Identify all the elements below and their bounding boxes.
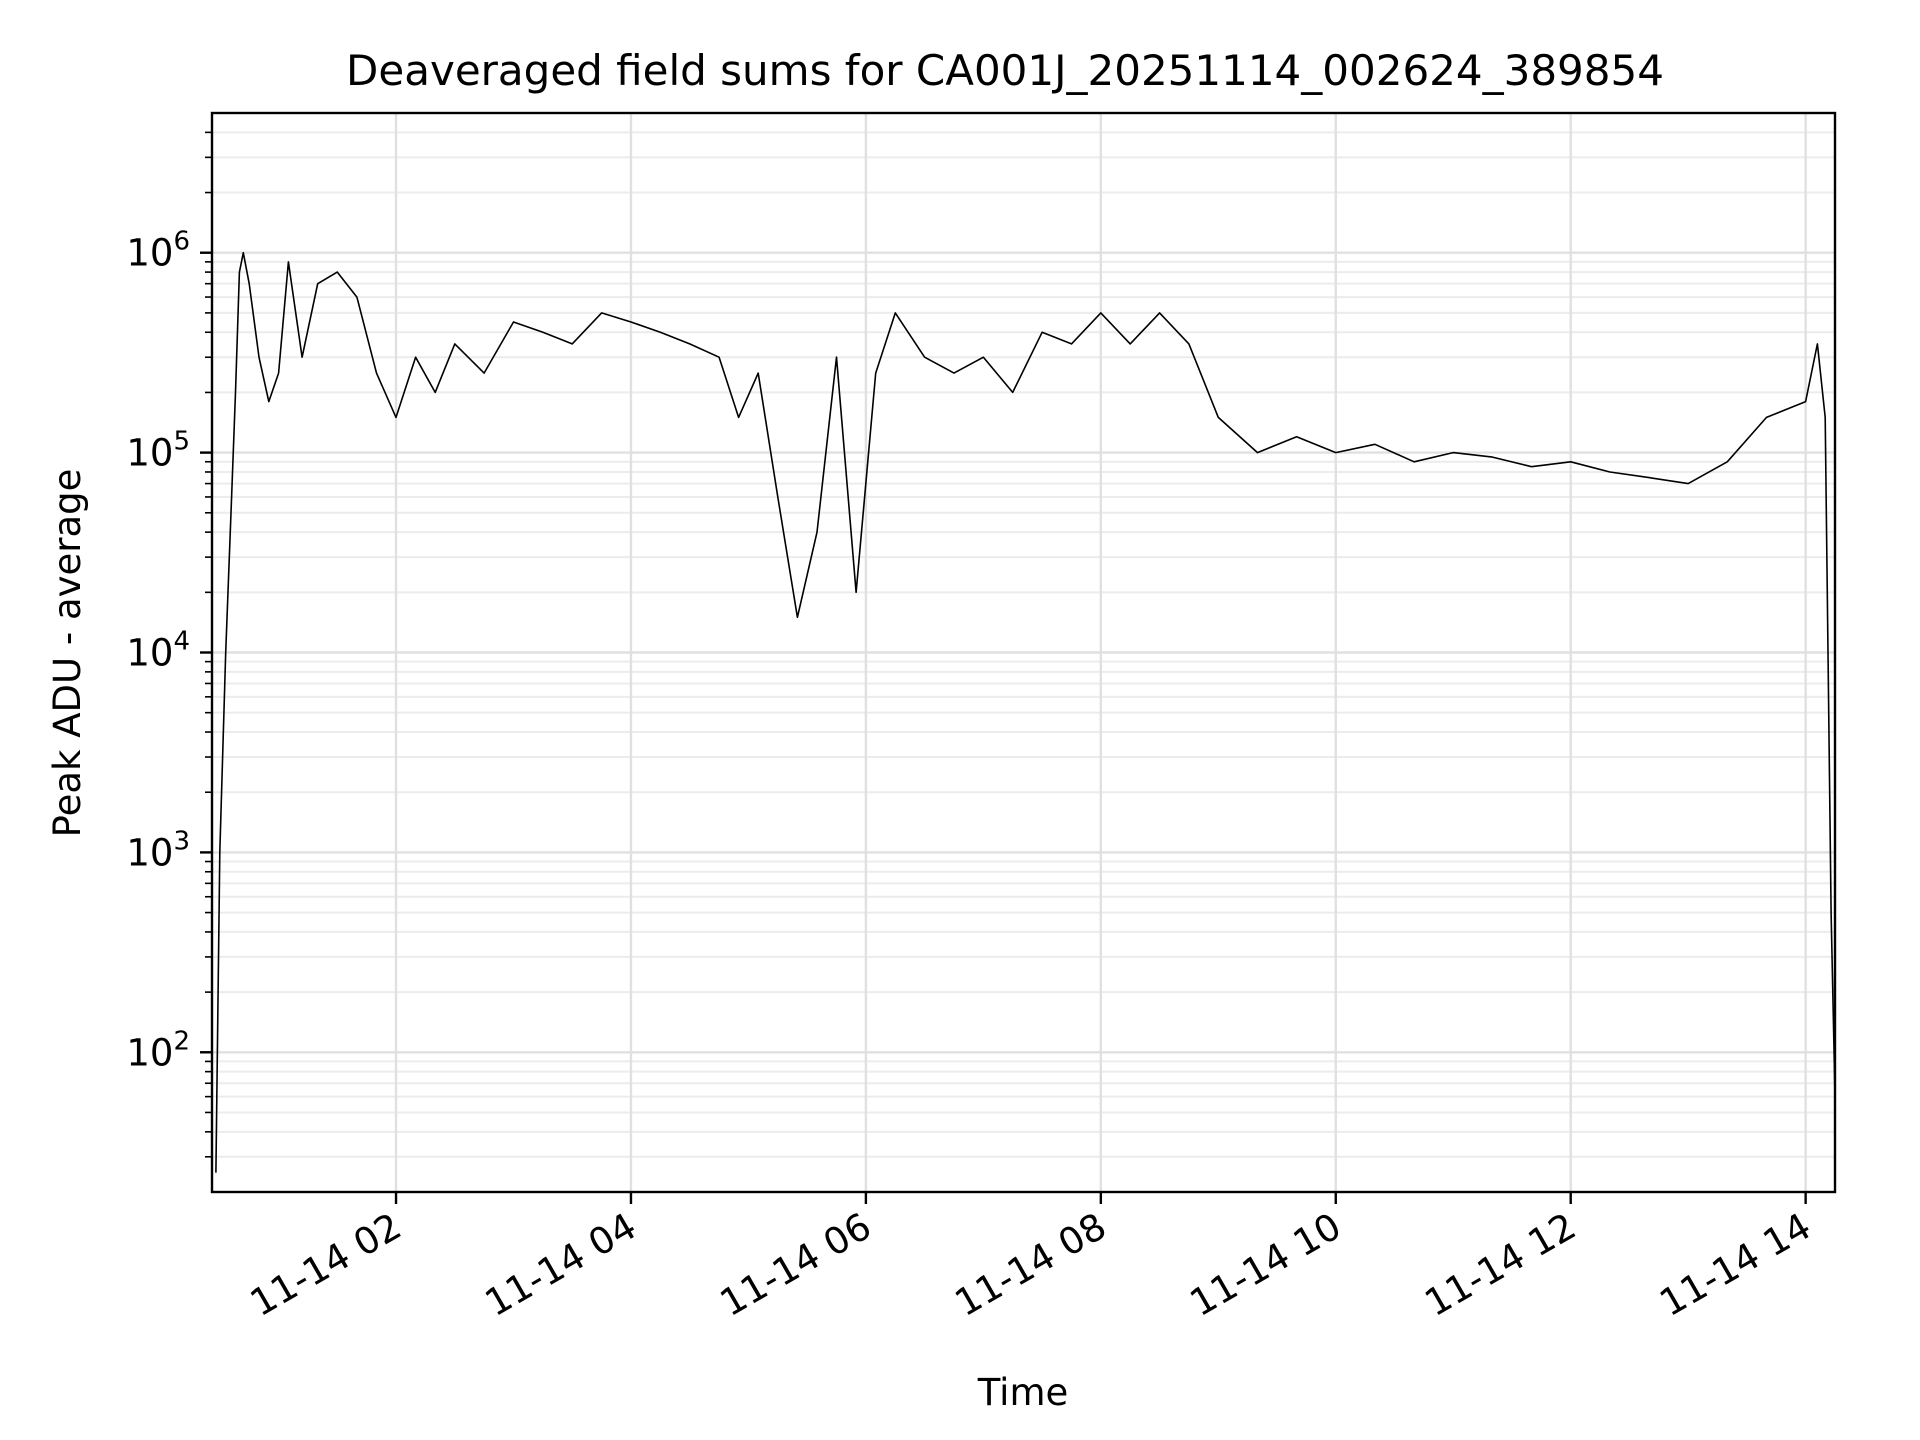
y-tick-label: 103	[126, 826, 190, 874]
y-axis-label: Peak ADU - average	[46, 469, 89, 838]
y-tick-label: 102	[126, 1026, 190, 1074]
data-series-line	[215, 251, 1836, 1173]
x-axis-label: Time	[977, 1371, 1069, 1414]
y-tick-label: 104	[126, 627, 190, 675]
grid	[212, 113, 1835, 1192]
y-tick-label: 106	[126, 227, 190, 275]
data-layer	[215, 251, 1836, 1173]
chart-title: Deaveraged field sums for CA001J_2025111…	[346, 46, 1664, 95]
y-tick-label: 105	[126, 427, 190, 475]
